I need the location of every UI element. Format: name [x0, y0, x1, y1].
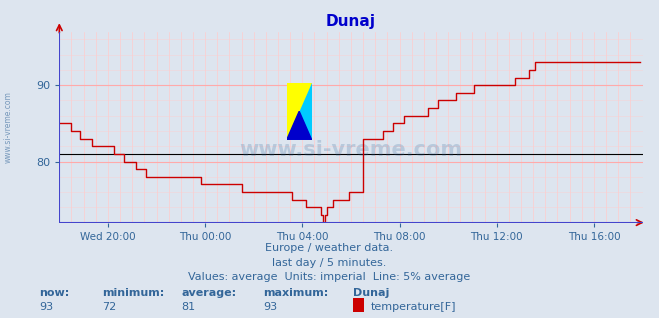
Text: 81: 81 — [181, 302, 195, 312]
Text: www.si-vreme.com: www.si-vreme.com — [239, 140, 463, 160]
Text: www.si-vreme.com: www.si-vreme.com — [3, 91, 13, 163]
Text: temperature[F]: temperature[F] — [370, 302, 456, 312]
Text: 93: 93 — [264, 302, 277, 312]
Text: Europe / weather data.: Europe / weather data. — [266, 243, 393, 253]
Text: average:: average: — [181, 288, 237, 298]
Text: Values: average  Units: imperial  Line: 5% average: Values: average Units: imperial Line: 5%… — [188, 272, 471, 282]
Polygon shape — [287, 83, 312, 140]
Text: maximum:: maximum: — [264, 288, 329, 298]
Text: 93: 93 — [40, 302, 53, 312]
Text: last day / 5 minutes.: last day / 5 minutes. — [272, 258, 387, 267]
Text: minimum:: minimum: — [102, 288, 164, 298]
Polygon shape — [287, 111, 312, 140]
Text: Dunaj: Dunaj — [353, 288, 389, 298]
Text: now:: now: — [40, 288, 70, 298]
Title: Dunaj: Dunaj — [326, 14, 376, 29]
Polygon shape — [287, 83, 312, 140]
Text: 72: 72 — [102, 302, 117, 312]
